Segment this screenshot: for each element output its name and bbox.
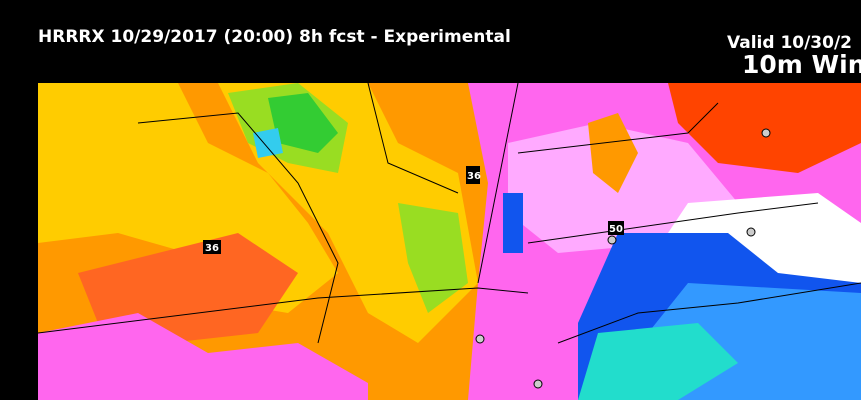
field-green [268, 93, 338, 153]
route-shield-3: 50 [608, 221, 624, 235]
svg-text:50: 50 [609, 224, 623, 235]
field-blue-small [503, 193, 523, 253]
svg-text:36: 36 [467, 171, 481, 182]
route-shield-1: 36 [466, 166, 481, 184]
field-lime-2 [398, 203, 468, 313]
svg-text:36: 36 [205, 243, 219, 254]
valid-time: Valid 10/30/2 [727, 33, 853, 53]
field-orange-ne [588, 113, 638, 193]
city-markers [475, 128, 771, 389]
field-red-ne [668, 83, 861, 173]
field-pink-sw [38, 313, 368, 400]
route-shield-2: 36 [203, 240, 221, 254]
field-cyan [253, 128, 283, 158]
product-name: 10m Win [742, 50, 861, 79]
boundaries [38, 83, 861, 344]
field-teal [578, 323, 738, 400]
wind-map: 36 36 50 [38, 83, 861, 400]
map-title: HRRRX 10/29/2017 (20:00) 8h fcst - Exper… [38, 27, 511, 47]
